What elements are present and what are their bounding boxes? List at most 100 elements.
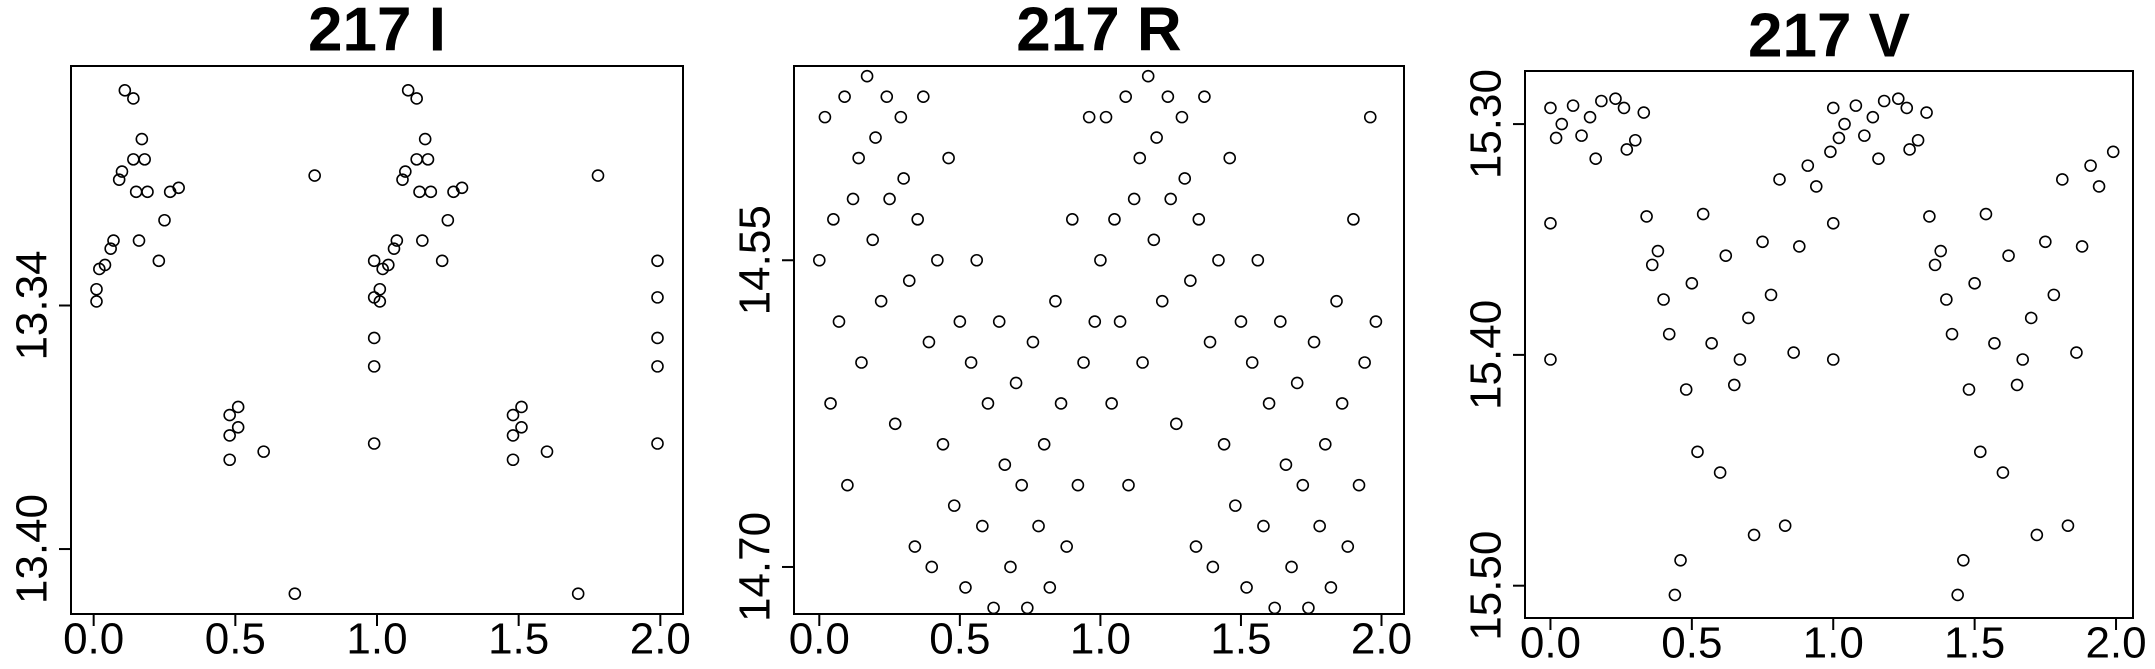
point — [1094, 253, 1107, 267]
point — [1787, 346, 1800, 359]
point — [2106, 145, 2120, 159]
point — [1133, 151, 1147, 165]
point — [1979, 207, 1993, 221]
point — [424, 185, 438, 199]
point — [1119, 90, 1133, 103]
point — [1920, 106, 1933, 119]
point — [107, 234, 120, 247]
point — [894, 110, 908, 124]
point — [1189, 540, 1203, 553]
point — [1268, 601, 1281, 615]
x-tick-label: 0.5 — [929, 615, 990, 664]
point — [1679, 383, 1693, 396]
point — [964, 356, 978, 369]
point — [1032, 519, 1045, 533]
point — [1302, 601, 1315, 615]
point — [1223, 151, 1237, 165]
point — [413, 185, 426, 199]
point — [1105, 397, 1118, 410]
point — [1911, 133, 1925, 147]
point — [1175, 110, 1189, 124]
point — [1628, 133, 1642, 147]
point — [1801, 159, 1815, 172]
point — [1229, 499, 1242, 512]
point — [1009, 376, 1023, 390]
y-tick-label: 14.55 — [731, 205, 780, 315]
point — [2016, 353, 2030, 366]
point — [1206, 560, 1220, 574]
point — [1951, 588, 1964, 602]
point — [1313, 519, 1326, 533]
point — [1245, 356, 1259, 369]
point — [1733, 353, 1747, 366]
point — [1198, 90, 1211, 103]
point — [129, 185, 143, 199]
point — [942, 151, 955, 165]
plot-frame — [793, 65, 1405, 615]
y-tick-label: 13.34 — [8, 250, 57, 360]
point — [2030, 528, 2044, 542]
point — [90, 295, 103, 308]
point — [223, 429, 236, 442]
point — [1903, 143, 1916, 156]
point — [441, 213, 455, 227]
point — [367, 331, 381, 345]
point — [515, 400, 528, 414]
point — [418, 132, 432, 146]
point — [1192, 213, 1206, 226]
point — [127, 153, 140, 166]
point — [2070, 346, 2083, 359]
point — [651, 331, 664, 345]
point — [838, 90, 851, 103]
point — [1217, 437, 1231, 451]
point — [1203, 335, 1217, 349]
point — [1544, 217, 1557, 230]
point — [1257, 519, 1270, 533]
point — [1099, 110, 1113, 124]
point — [435, 254, 449, 268]
point — [506, 429, 520, 442]
point — [1928, 258, 1942, 272]
point — [880, 90, 894, 103]
point — [1318, 437, 1332, 451]
point — [1262, 397, 1276, 410]
point — [1037, 437, 1051, 451]
point — [540, 445, 554, 458]
x-tick-label: 0.5 — [205, 615, 266, 664]
point — [390, 234, 404, 247]
point — [141, 185, 154, 199]
point — [998, 458, 1012, 472]
point — [1544, 353, 1557, 366]
point — [1147, 233, 1161, 247]
point — [1719, 249, 1733, 262]
point — [911, 213, 924, 226]
point — [515, 420, 528, 434]
point — [1838, 117, 1851, 131]
point — [832, 315, 846, 328]
point — [1296, 478, 1310, 492]
point — [1662, 327, 1676, 341]
x-tick-label: 2.0 — [1351, 615, 1412, 664]
point — [1900, 101, 1914, 115]
point — [1866, 110, 1880, 124]
point — [421, 153, 435, 166]
point — [1696, 207, 1710, 221]
point — [1640, 210, 1653, 223]
point — [959, 581, 972, 594]
point — [367, 360, 381, 373]
point — [970, 253, 984, 267]
point — [1826, 101, 1840, 115]
point — [1988, 337, 2001, 350]
point — [1968, 277, 1981, 290]
point — [1071, 478, 1085, 492]
point — [841, 478, 854, 492]
point — [1347, 213, 1360, 226]
point — [1251, 253, 1265, 267]
point — [846, 192, 860, 206]
point — [1793, 240, 1806, 253]
point — [1015, 478, 1028, 492]
point — [1832, 131, 1846, 145]
point — [1155, 294, 1169, 308]
point — [1043, 581, 1057, 594]
